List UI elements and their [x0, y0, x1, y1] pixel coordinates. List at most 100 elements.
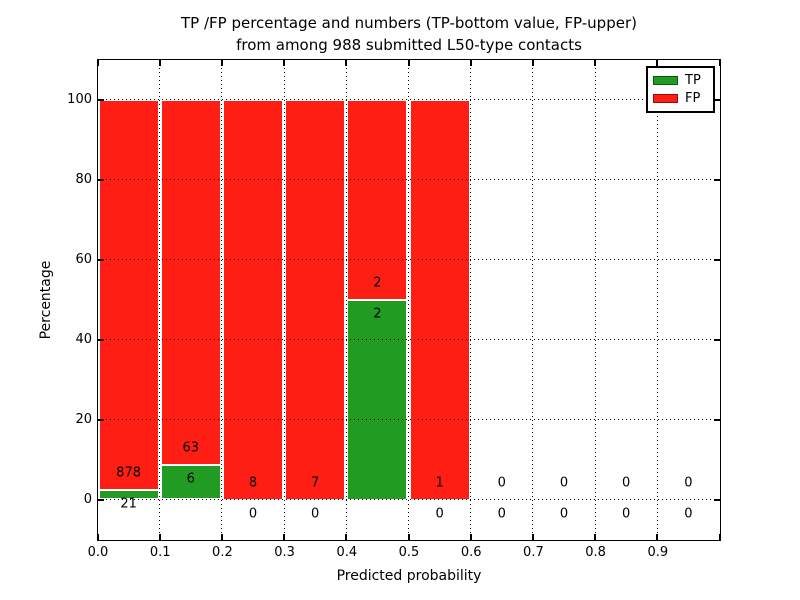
fp-count-label: 0 — [684, 475, 693, 491]
legend-label-fp: FP — [685, 91, 701, 107]
x-tick-label: 0.5 — [398, 545, 420, 560]
gridline-horizontal — [97, 179, 720, 180]
gridline-horizontal — [97, 339, 720, 340]
y-tick-label: 60 — [75, 252, 92, 267]
x-tick-mark-top — [283, 59, 286, 66]
x-tick-mark — [345, 533, 348, 540]
x-tick-mark-top — [407, 59, 410, 66]
gridline-horizontal — [97, 499, 720, 500]
y-axis-label: Percentage — [38, 260, 54, 340]
bar-segment-fp — [285, 99, 346, 500]
y-tick-mark-right — [713, 498, 720, 501]
y-tick-label: 20 — [75, 412, 92, 427]
y-tick-mark-right — [713, 258, 720, 261]
legend-entry-fp: FP — [653, 92, 708, 105]
y-tick-mark — [97, 418, 104, 421]
gridline-vertical — [159, 59, 161, 540]
legend: TP FP — [646, 66, 715, 113]
y-tick-mark — [97, 498, 104, 501]
x-tick-mark-top — [531, 59, 534, 66]
x-tick-mark-top — [594, 59, 597, 66]
fp-count-label: 1 — [435, 475, 444, 491]
x-tick-label: 0.3 — [274, 545, 295, 560]
y-tick-mark-right — [713, 98, 720, 101]
tp-count-label: 0 — [497, 506, 506, 521]
y-tick-mark-right — [713, 338, 720, 341]
y-tick-mark-right — [713, 418, 720, 421]
x-tick-mark-top — [469, 59, 472, 66]
gridline-vertical — [345, 59, 347, 540]
chart-title-line1: TP /FP percentage and numbers (TP-bottom… — [181, 14, 637, 32]
x-tick-mark — [469, 533, 472, 540]
x-tick-label: 0.7 — [523, 545, 544, 560]
x-tick-mark-top — [220, 59, 223, 66]
bar-segment-fp — [222, 99, 284, 500]
gridline-horizontal — [97, 419, 720, 420]
tp-count-label: 0 — [248, 506, 258, 521]
fp-count-label: 7 — [311, 475, 320, 491]
x-tick-mark-top — [158, 59, 161, 66]
x-axis-label: Predicted probability — [336, 568, 482, 584]
x-tick-label: 0.0 — [87, 545, 109, 560]
fp-count-label: 0 — [622, 475, 631, 491]
x-tick-mark-top — [718, 59, 721, 66]
y-tick-label: 100 — [67, 92, 92, 107]
legend-entry-tp: TP — [653, 74, 708, 87]
bar-segment-fp — [160, 99, 221, 465]
x-tick-mark-top — [345, 59, 348, 66]
y-tick-mark — [97, 178, 104, 181]
bar-segment-tp — [98, 490, 159, 500]
gridline-horizontal — [97, 259, 720, 260]
y-tick-mark-right — [713, 178, 720, 181]
bar-segment-fp — [98, 99, 159, 491]
tp-count-label: 0 — [435, 506, 444, 521]
x-tick-mark — [656, 533, 659, 540]
x-tick-mark — [283, 533, 286, 540]
gridline-vertical — [594, 59, 596, 540]
fp-count-label: 2 — [373, 275, 382, 291]
x-tick-label: 0.2 — [212, 545, 233, 560]
x-tick-mark — [718, 533, 721, 540]
fp-color-swatch — [653, 94, 678, 104]
x-tick-mark — [531, 533, 534, 540]
bar-segment-tp — [160, 464, 221, 500]
gridline-vertical — [656, 59, 658, 540]
x-tick-mark — [96, 533, 99, 540]
y-tick-mark — [97, 258, 104, 261]
tp-count-label: 0 — [622, 506, 631, 521]
x-tick-label: 0.9 — [647, 545, 669, 560]
tp-count-label: 0 — [559, 506, 569, 521]
chart-title-line2: from among 988 submitted L50-type contac… — [236, 36, 582, 54]
y-tick-label: 0 — [83, 492, 92, 507]
chart-title: TP /FP percentage and numbers (TP-bottom… — [98, 12, 720, 56]
x-tick-mark — [220, 533, 223, 540]
y-tick-mark — [97, 338, 104, 341]
x-tick-mark — [158, 533, 161, 540]
fp-count-label: 0 — [497, 475, 506, 491]
gridline-vertical — [221, 59, 223, 540]
x-tick-mark-top — [656, 59, 659, 66]
tp-color-swatch — [653, 75, 678, 85]
gridline-horizontal — [97, 99, 720, 100]
tp-count-label: 0 — [684, 506, 693, 521]
x-tick-label: 0.1 — [149, 545, 171, 560]
fp-count-label: 63 — [182, 440, 200, 456]
x-tick-mark — [594, 533, 597, 540]
y-tick-label: 40 — [75, 332, 92, 347]
y-tick-mark — [97, 98, 104, 101]
y-tick-label: 80 — [75, 172, 92, 187]
tp-count-label: 21 — [120, 496, 137, 512]
gridline-vertical — [283, 59, 285, 540]
fp-count-label: 878 — [116, 465, 142, 481]
legend-label-tp: TP — [685, 72, 701, 88]
x-tick-label: 0.4 — [336, 545, 358, 560]
x-tick-label: 0.8 — [585, 545, 606, 560]
tp-count-label: 2 — [373, 306, 382, 321]
bar-segment-fp — [409, 99, 470, 500]
plot-area: 878 21 63 6 8 0 7 0 2 2 1 0 0 0 0 0 0 0 0 0 — [96, 58, 721, 541]
x-tick-mark — [407, 533, 410, 540]
tp-count-label: 0 — [311, 506, 320, 521]
x-tick-mark-top — [96, 59, 99, 66]
x-tick-label: 0.6 — [460, 545, 482, 560]
